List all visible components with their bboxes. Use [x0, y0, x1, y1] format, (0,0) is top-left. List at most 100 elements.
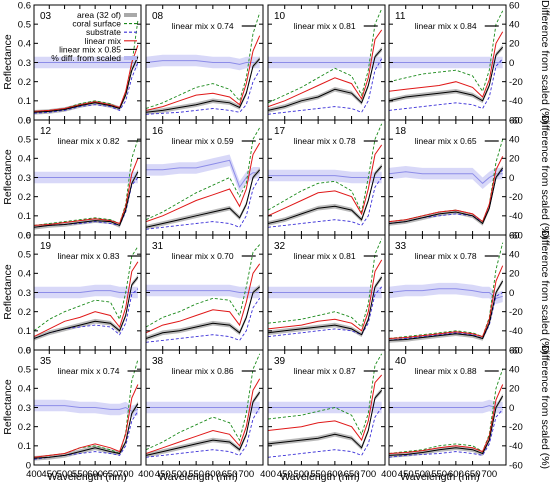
scaled-mix-line	[146, 169, 261, 228]
substrate-line	[268, 58, 383, 115]
x-axis-title-col-3: Wavelength (nm)	[280, 471, 360, 483]
panel-39-plot-area	[268, 353, 383, 458]
substrate-line	[34, 288, 139, 339]
panel-label: 39	[274, 356, 286, 367]
substrate-line	[389, 58, 504, 111]
substrate-line	[34, 411, 139, 460]
panel-10-plot-area	[268, 8, 383, 115]
scaled-mix-line	[268, 276, 383, 336]
scale-label: linear mix x 0.86	[172, 366, 234, 376]
pct-diff-band	[146, 284, 260, 299]
x-tick-label: 400	[138, 469, 154, 480]
pct-diff-line	[268, 175, 382, 178]
scale-label: linear mix x 0.81	[294, 21, 356, 31]
scaled-mix-line	[268, 389, 383, 449]
left-axis-title-row-3: Reflectance	[2, 264, 14, 320]
y-left-tick-label: 0.5	[18, 134, 31, 145]
panel-16-plot-area	[146, 127, 261, 230]
y-left-tick-label: 0.6	[18, 345, 31, 356]
scale-label: linear mix x 0.78	[415, 251, 477, 261]
y-left-tick-label: 0.2	[18, 77, 31, 88]
x-tick-label: 600	[327, 469, 343, 480]
scale-label: linear mix x 0.83	[58, 251, 120, 261]
area-band	[34, 401, 138, 461]
y-right-tick-label: 20	[509, 154, 520, 165]
y-left-tick-label: 0.5	[18, 249, 31, 260]
y-right-tick-label: -20	[509, 422, 523, 433]
y-right-tick-label: 0	[509, 58, 514, 69]
y-right-tick-label: 40	[509, 19, 520, 30]
scale-label: linear mix x 0.74	[58, 366, 120, 376]
x-tick-label: 500	[171, 469, 187, 480]
panel-label: 33	[395, 241, 407, 252]
y-right-tick-label: -40	[509, 326, 523, 337]
legend-swatch	[124, 56, 137, 60]
y-left-tick-label: 0.3	[18, 288, 31, 299]
panel-label: 08	[152, 11, 164, 22]
left-axis-title-row-4: Reflectance	[2, 379, 14, 435]
coral-surface-line	[34, 139, 139, 226]
linear-mix-line	[34, 45, 139, 112]
x-axis-title-col-2: Wavelength (nm)	[158, 471, 238, 483]
panel-38: 400 450 500 550 600 650 700 38 linear mix x 0.86	[138, 349, 264, 480]
coral-surface-line	[146, 127, 261, 221]
y-right-tick-label: 0	[509, 288, 514, 299]
x-tick-label: 500	[293, 469, 309, 480]
coral-surface-line	[146, 12, 261, 109]
panel-label: 35	[40, 356, 52, 367]
substrate-line	[268, 407, 383, 458]
pct-diff-line	[146, 159, 260, 189]
y-left-tick-label: 0.1	[18, 96, 31, 107]
linear-mix-line	[268, 374, 383, 442]
y-right-tick-label: -40	[509, 211, 523, 222]
linear-mix-line	[268, 259, 383, 332]
panel-31: 31 linear mix x 0.70	[145, 234, 264, 351]
panel-03-plot-area	[34, 20, 139, 115]
right-axis-title-row-1: Difference from scaled (%)	[539, 0, 550, 124]
scale-label: linear mix x 0.84	[415, 21, 477, 31]
scaled-mix-line	[389, 280, 504, 341]
scaled-mix-line	[268, 48, 383, 111]
panel-label: 40	[395, 356, 407, 367]
scale-label: linear mix x 0.82	[58, 136, 120, 146]
x-tick-label: 450	[398, 469, 414, 480]
y-right-tick-label: -40	[509, 441, 523, 452]
panel-03: 00.10.20.30.40.50.603 area (32 of)coral s…	[18, 0, 142, 126]
panel-label: 38	[152, 356, 164, 367]
scaled-mix-line	[34, 56, 139, 113]
y-right-tick-label: 0	[509, 403, 514, 414]
scaled-mix-line	[389, 167, 504, 225]
y-left-tick-label: 0.4	[18, 154, 31, 165]
legend-label: linear mix	[85, 36, 122, 46]
y-left-tick-label: 0.6	[18, 230, 31, 241]
panel-19-plot-area	[34, 246, 139, 341]
y-left-tick-label: 0.1	[18, 211, 31, 222]
substrate-line	[146, 407, 261, 458]
panel-38-plot-area	[146, 353, 261, 458]
panel-08: 08 linear mix x 0.74	[145, 4, 264, 121]
x-axis-title-col-4: Wavelength (nm)	[400, 471, 480, 483]
x-tick-label: 650	[344, 469, 360, 480]
linear-mix-line	[34, 158, 139, 226]
panel-label: 10	[274, 11, 286, 22]
area-band	[268, 46, 382, 113]
y-right-tick-label: -20	[509, 77, 523, 88]
substrate-line	[389, 292, 503, 341]
pct-diff-band	[146, 54, 260, 71]
coral-surface-line	[146, 244, 261, 328]
y-right-tick-label: 60	[509, 0, 520, 11]
x-tick-label: 700	[238, 469, 254, 480]
y-right-tick-label: 40	[509, 134, 520, 145]
pct-diff-band	[389, 282, 503, 304]
y-left-tick-label: 0.4	[18, 39, 31, 50]
y-left-tick-label: 0.5	[18, 364, 31, 375]
scale-label: linear mix x 0.70	[172, 251, 234, 261]
panel-label: 31	[152, 241, 164, 252]
linear-mix-line	[268, 144, 383, 217]
x-tick-label: 650	[102, 469, 118, 480]
pct-diff-line	[146, 60, 260, 65]
pct-diff-band	[268, 169, 382, 184]
panel-32-plot-area	[268, 238, 383, 338]
panel-16: 16 linear mix x 0.59	[145, 119, 264, 236]
pct-diff-line	[389, 405, 503, 408]
